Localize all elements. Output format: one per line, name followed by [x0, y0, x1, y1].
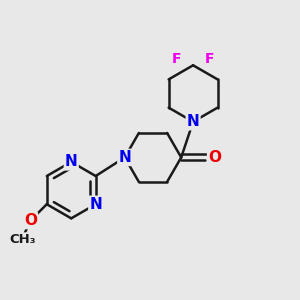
- Text: N: N: [118, 150, 131, 165]
- Text: F: F: [205, 52, 214, 66]
- Text: O: O: [24, 213, 37, 228]
- Text: N: N: [65, 154, 78, 169]
- Text: N: N: [187, 114, 200, 129]
- Text: F: F: [172, 52, 182, 66]
- Text: CH₃: CH₃: [10, 233, 36, 246]
- Text: O: O: [208, 150, 221, 165]
- Text: N: N: [89, 197, 102, 212]
